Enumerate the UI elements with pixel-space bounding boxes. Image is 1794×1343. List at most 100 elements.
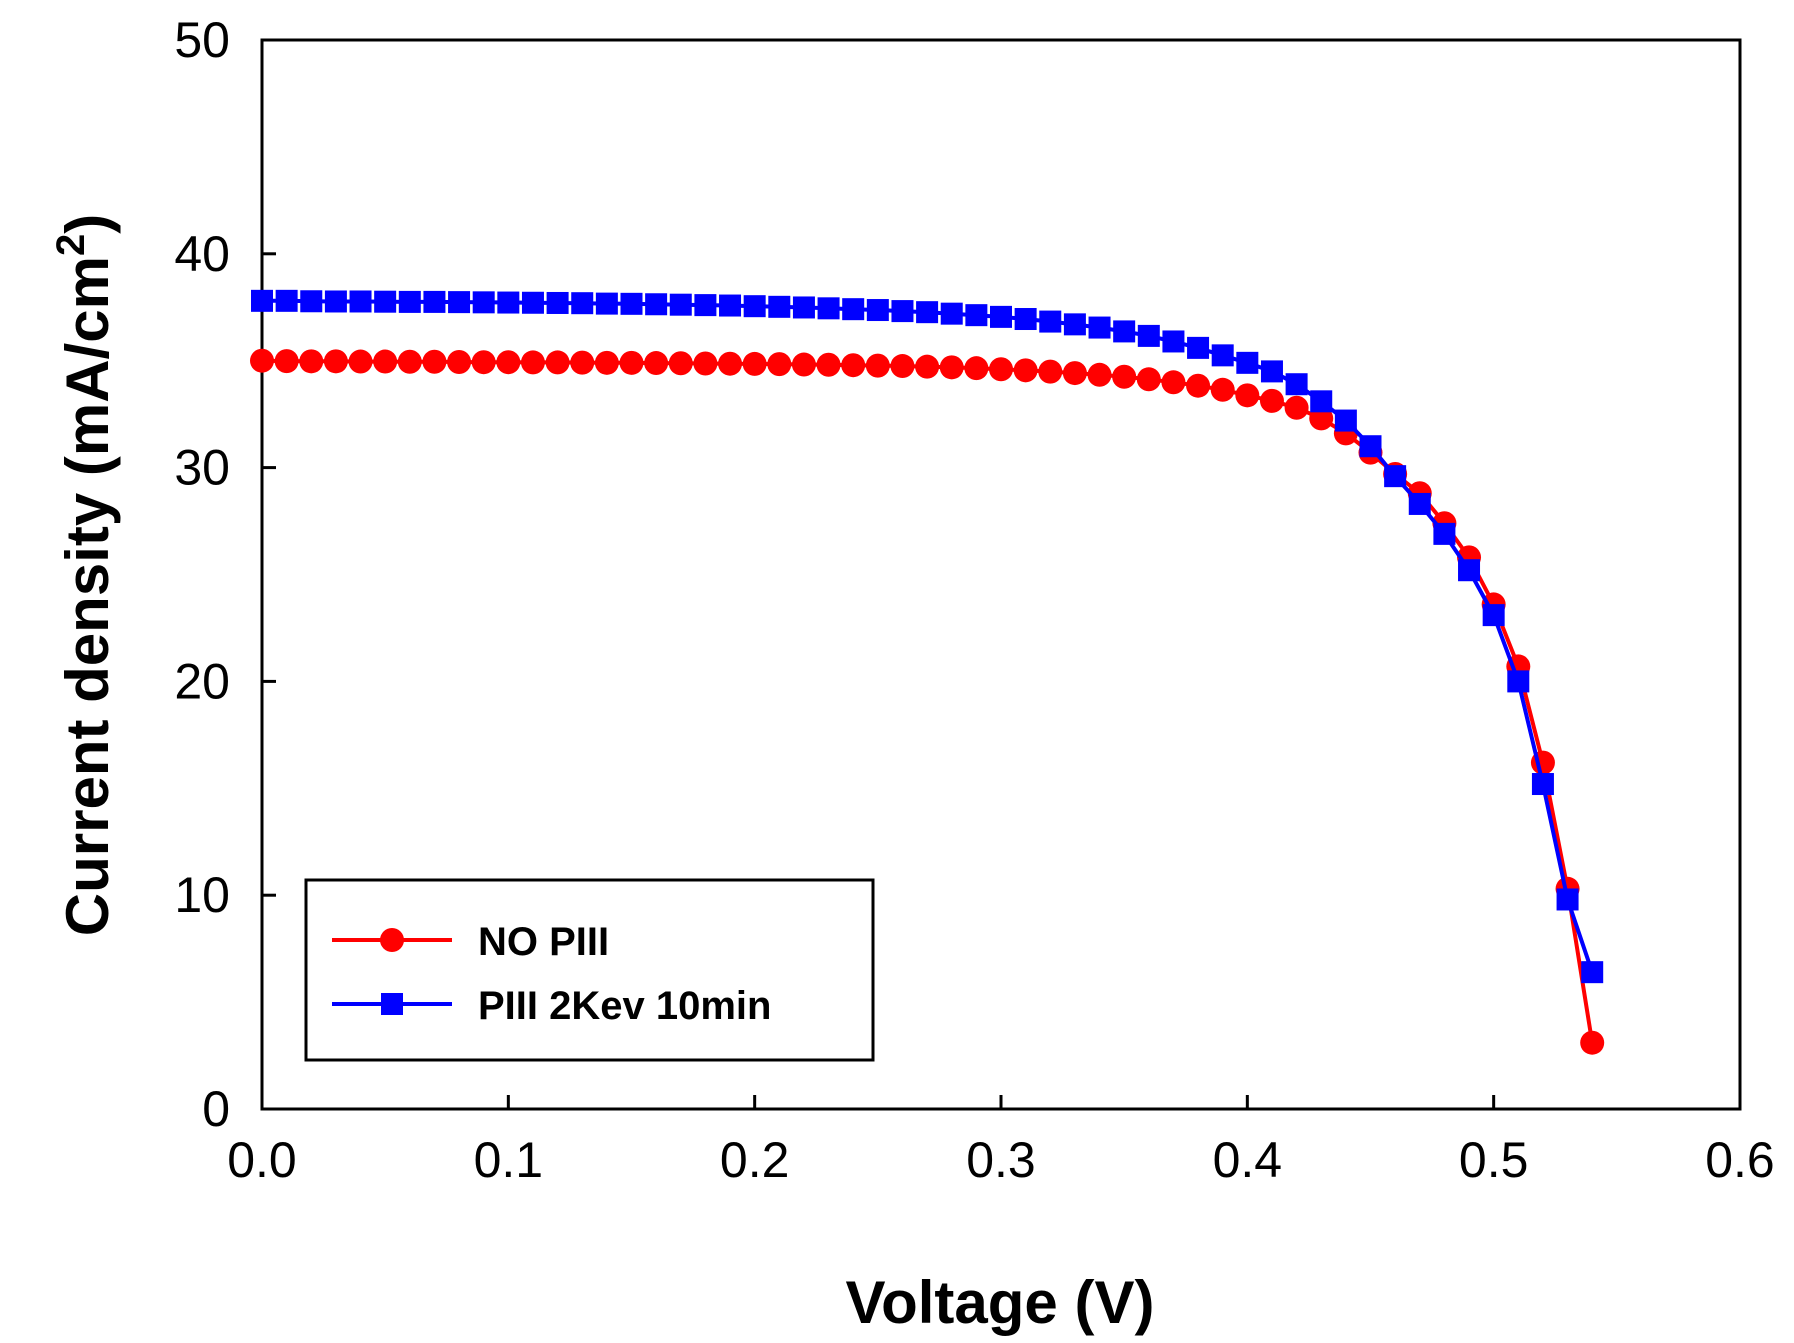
data-point bbox=[718, 351, 743, 376]
data-point bbox=[472, 291, 495, 314]
data-point bbox=[743, 295, 766, 318]
data-point bbox=[1259, 388, 1284, 413]
data-point bbox=[448, 291, 471, 314]
y-axis-title-superscript: 2 bbox=[49, 234, 93, 256]
data-point bbox=[939, 355, 964, 380]
data-point bbox=[891, 300, 914, 323]
data-point bbox=[1284, 395, 1309, 420]
data-point bbox=[274, 349, 299, 374]
data-point bbox=[397, 349, 422, 374]
data-point bbox=[668, 351, 693, 376]
data-point bbox=[1531, 773, 1554, 796]
data-point bbox=[1556, 888, 1579, 911]
data-point bbox=[791, 352, 816, 377]
data-point bbox=[373, 349, 398, 374]
y-tick-label: 0 bbox=[202, 1081, 230, 1137]
data-point bbox=[890, 354, 915, 379]
data-point bbox=[1210, 377, 1235, 402]
data-point bbox=[619, 350, 644, 375]
legend-label-piii: PIII 2Kev 10min bbox=[478, 984, 771, 1028]
data-point bbox=[842, 298, 865, 321]
data-point bbox=[251, 289, 273, 312]
legend-marker-no-piii bbox=[380, 928, 404, 952]
data-point bbox=[496, 350, 521, 375]
data-point bbox=[916, 301, 939, 324]
y-tick-label: 50 bbox=[174, 12, 230, 68]
y-tick-label: 10 bbox=[174, 867, 230, 923]
data-point bbox=[1285, 373, 1308, 396]
data-point bbox=[940, 302, 963, 325]
data-point bbox=[1187, 336, 1210, 359]
data-point bbox=[570, 350, 595, 375]
data-point bbox=[1162, 330, 1185, 353]
data-point bbox=[817, 297, 840, 320]
data-point bbox=[693, 351, 718, 376]
data-point bbox=[1236, 351, 1259, 374]
data-point bbox=[1014, 308, 1037, 331]
data-point bbox=[471, 350, 496, 375]
y-axis-ticks: 0 10 20 30 40 50 bbox=[174, 12, 276, 1137]
data-point bbox=[816, 352, 841, 377]
series-line bbox=[262, 298, 1595, 973]
data-point bbox=[1113, 320, 1136, 343]
data-point bbox=[1063, 313, 1086, 336]
y-tick-label: 20 bbox=[174, 653, 230, 709]
data-point bbox=[1062, 361, 1087, 386]
y-axis-title: Current density (mA/cm2) bbox=[49, 214, 121, 936]
data-point bbox=[1458, 559, 1481, 582]
data-point bbox=[965, 304, 988, 327]
x-tick-label: 0.3 bbox=[966, 1132, 1036, 1188]
data-point bbox=[250, 348, 274, 373]
x-tick-label: 0.2 bbox=[720, 1132, 790, 1188]
data-point bbox=[669, 293, 692, 316]
data-point bbox=[989, 357, 1013, 382]
x-axis-ticks: 0.0 0.1 0.2 0.3 0.4 0.5 0.6 bbox=[227, 1095, 1775, 1188]
data-point bbox=[348, 349, 373, 374]
data-point bbox=[349, 290, 372, 313]
data-point bbox=[1309, 406, 1334, 431]
data-point bbox=[1359, 435, 1382, 458]
x-tick-label: 0.0 bbox=[227, 1132, 297, 1188]
data-point bbox=[422, 349, 447, 374]
data-point bbox=[1137, 324, 1160, 347]
data-point bbox=[546, 291, 569, 314]
data-point bbox=[719, 294, 742, 317]
x-axis-title: Voltage (V) bbox=[846, 1269, 1155, 1336]
data-point bbox=[768, 295, 791, 318]
data-point bbox=[323, 349, 348, 374]
data-point bbox=[1039, 310, 1062, 333]
data-point bbox=[1580, 1030, 1605, 1055]
data-point bbox=[300, 290, 323, 313]
data-point bbox=[1038, 359, 1063, 384]
data-point bbox=[1581, 961, 1604, 984]
data-point bbox=[1112, 364, 1137, 389]
x-tick-label: 0.6 bbox=[1705, 1132, 1775, 1188]
y-axis-title-close: ) bbox=[54, 214, 121, 234]
data-point bbox=[594, 350, 619, 375]
data-point bbox=[1310, 390, 1333, 413]
data-point bbox=[865, 353, 890, 378]
data-point bbox=[1087, 362, 1112, 387]
series-1 bbox=[251, 289, 1604, 984]
data-point bbox=[447, 349, 472, 374]
data-point bbox=[866, 299, 889, 322]
data-point bbox=[767, 352, 792, 377]
data-point bbox=[1161, 370, 1186, 395]
data-point bbox=[964, 356, 989, 381]
data-point bbox=[398, 290, 421, 313]
data-point bbox=[742, 351, 767, 376]
data-point bbox=[1235, 383, 1260, 408]
data-point bbox=[545, 350, 570, 375]
data-point bbox=[1433, 522, 1456, 545]
data-point bbox=[694, 294, 717, 317]
data-point bbox=[1260, 360, 1283, 383]
data-point bbox=[275, 289, 298, 312]
x-tick-label: 0.1 bbox=[474, 1132, 544, 1188]
data-point bbox=[1013, 358, 1038, 383]
data-point bbox=[1186, 373, 1211, 398]
data-point bbox=[299, 349, 324, 374]
data-point bbox=[374, 290, 397, 313]
y-axis-title-main: Current density (mA/cm bbox=[54, 256, 121, 936]
data-point bbox=[1408, 492, 1431, 515]
